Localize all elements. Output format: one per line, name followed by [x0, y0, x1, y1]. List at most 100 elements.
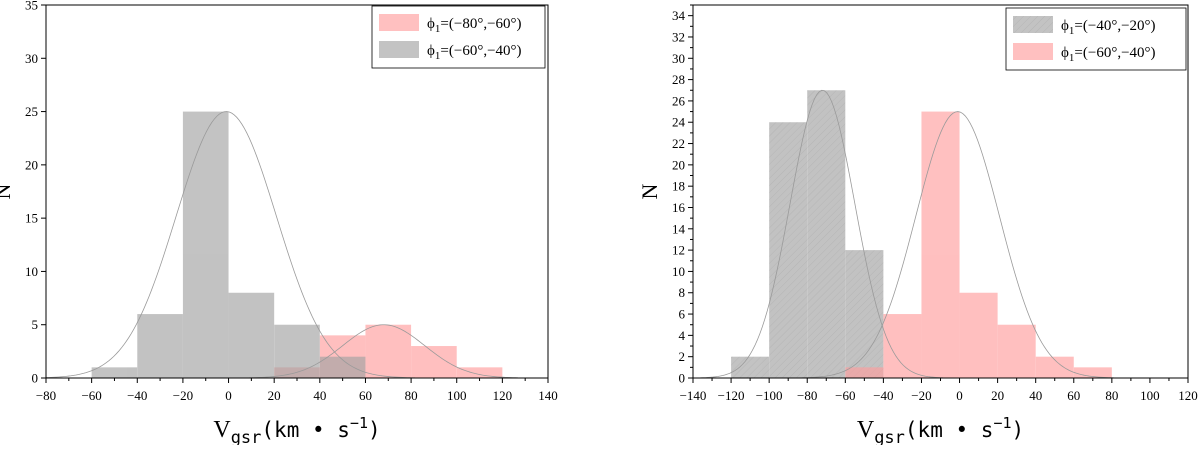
x-axis-label-close: ): [368, 418, 381, 442]
bar: [1073, 367, 1112, 378]
x-axis-label-main: V: [213, 417, 231, 443]
bar: [921, 111, 960, 379]
bar: [411, 346, 457, 378]
bar: [137, 314, 183, 378]
y-axis-label: N: [0, 183, 15, 199]
bar: [319, 356, 366, 378]
x-tick-label: 0: [956, 388, 963, 403]
y-axis-label: N: [637, 183, 662, 199]
y-tick-label: 5: [32, 317, 39, 332]
y-tick-label: 0: [32, 371, 39, 386]
y-tick-label: 28: [672, 72, 685, 87]
bar: [997, 324, 1036, 378]
x-tick-label: 120: [1178, 388, 1198, 403]
x-tick-label: −80: [797, 388, 817, 403]
x-tick-label: −140: [680, 388, 707, 403]
bar: [883, 314, 922, 378]
legend-label-sub: 1: [435, 23, 441, 35]
legend-label-sub: 1: [1069, 52, 1075, 64]
bar: [274, 324, 320, 378]
bar: [91, 367, 138, 378]
legend-label-range: =(−60°,−40°): [1074, 45, 1155, 61]
x-tick-label: 100: [1140, 388, 1160, 403]
chart-1: −80 −60 −40 −20 0 20 40 60 80 100 120 140 0 5 10 15 20 25…: [0, 0, 558, 448]
x-tick-label: −40: [873, 388, 893, 403]
legend-swatch-1: [1013, 16, 1053, 33]
x-tick-label: −20: [911, 388, 931, 403]
x-axis-label-sub: gsr: [874, 428, 905, 445]
y-tick-label: 4: [679, 328, 686, 343]
y-tick-label: 30: [25, 51, 38, 66]
y-tick-label: 35: [25, 0, 38, 13]
bar: [182, 111, 229, 379]
legend-swatch-1: [379, 14, 419, 31]
x-axis-label-close: ): [1011, 418, 1024, 442]
fit-curve-1: [249, 324, 518, 379]
series-2-bars: [845, 111, 1112, 379]
bar: [959, 292, 998, 378]
y-tick-label: 16: [672, 200, 686, 215]
x-tick-label: 140: [538, 388, 558, 403]
legend-label-range: =(−80°,−60°): [440, 16, 521, 32]
x-tick-label: −60: [81, 388, 101, 403]
x-tick-label: 100: [447, 388, 467, 403]
bar: [456, 367, 503, 378]
x-tick-label: 40: [313, 388, 326, 403]
chart-2: −140 −120 −100 −80 −60 −40 −20 0 20 40 60 80 100 1200…: [637, 4, 1198, 448]
legend-label-2: ϕ1=(−60°,−40°): [1061, 45, 1156, 64]
x-tick-label: 40: [1029, 388, 1042, 403]
legend-label-sub: 1: [435, 50, 441, 62]
x-tick-label: 20: [268, 388, 281, 403]
legend-swatch-2: [379, 41, 419, 58]
y-tick-label: 0: [679, 371, 686, 386]
y-tick-label: 30: [672, 51, 685, 66]
legend-label-symbol: ϕ: [427, 43, 435, 59]
y-tick-label: 26: [672, 93, 686, 108]
bar: [731, 356, 770, 378]
x-tick-label: 0: [225, 388, 232, 403]
legend-label-1: ϕ1=(−80°,−60°): [427, 16, 522, 35]
y-tick-label: 12: [672, 243, 685, 258]
x-tick-label: −80: [36, 388, 56, 403]
y-tick-label: 20: [25, 157, 38, 172]
x-tick-label: 80: [405, 388, 418, 403]
x-axis-label-main: V: [857, 417, 875, 443]
series-1-bars: [731, 90, 884, 378]
legend-label-symbol: ϕ: [1061, 45, 1069, 61]
x-tick-label: 60: [359, 388, 372, 403]
x-tick-label: 120: [493, 388, 513, 403]
x-axis-label-unit: (km • s: [905, 418, 994, 442]
y-tick-label: 20: [672, 157, 685, 172]
y-tick-label: 8: [679, 285, 686, 300]
y-tick-label: 22: [672, 136, 685, 151]
x-axis-label-sup: −1: [993, 414, 1011, 432]
legend-label-sub: 1: [1069, 25, 1075, 37]
bar: [228, 292, 275, 378]
legend-label-range: =(−60°,−40°): [440, 43, 521, 59]
legend: ϕ1=(−80°,−60°)ϕ1=(−60°,−40°): [371, 5, 546, 69]
x-tick-label: 80: [1105, 388, 1118, 403]
legend-label-1: ϕ1=(−40°,−20°): [1061, 18, 1156, 37]
legend: ϕ1=(−40°,−20°)ϕ1=(−60°,−40°): [1005, 7, 1187, 71]
bar: [769, 122, 808, 378]
x-tick-label: 60: [1067, 388, 1080, 403]
y-tick-label: 25: [25, 104, 38, 119]
y-tick-label: 15: [25, 211, 38, 226]
legend-label-range: =(−40°,−20°): [1074, 18, 1155, 34]
y-tick-label: 24: [672, 115, 686, 130]
y-tick-label: 18: [672, 179, 685, 194]
bar: [845, 250, 884, 378]
legend-swatch-2: [1013, 43, 1053, 60]
y-tick-label: 10: [25, 264, 38, 279]
legend-label-2: ϕ1=(−60°,−40°): [427, 43, 522, 62]
x-axis-label: Vgsr(km • s−1): [213, 414, 380, 445]
x-tick-label: −40: [127, 388, 147, 403]
x-tick-label: −100: [756, 388, 783, 403]
y-tick-label: 14: [672, 221, 686, 236]
x-tick-label: 20: [991, 388, 1004, 403]
bar: [807, 90, 846, 378]
bar: [845, 367, 884, 378]
legend-label-symbol: ϕ: [1061, 18, 1069, 34]
fit-curve-2: [45, 111, 415, 379]
